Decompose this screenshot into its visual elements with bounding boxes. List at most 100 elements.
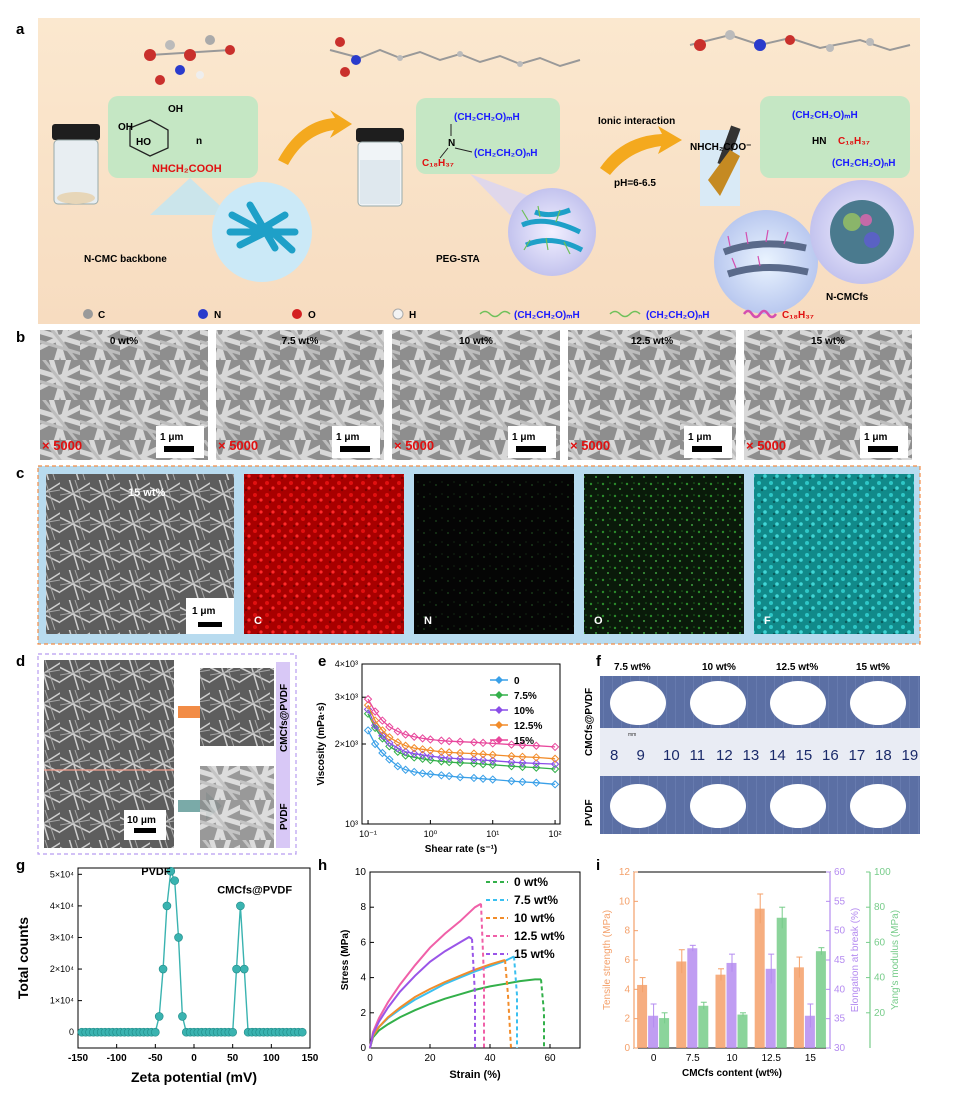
data-point-12.5%: [518, 752, 527, 762]
data-point-12.5%: [385, 733, 394, 742]
data-point-15%: [409, 732, 419, 741]
tick-label-i-2: 60: [874, 937, 886, 948]
data-point-15%: [488, 739, 497, 748]
x-tick-label-e: 10⁰: [424, 829, 438, 839]
data-point-0: [488, 775, 497, 784]
y-tick-label-h: 0: [360, 1043, 366, 1054]
tick-label-i-1: 45: [834, 955, 846, 966]
scatter-point: [158, 964, 168, 974]
cmcfs-layer-image: [200, 668, 274, 746]
scatter-point: [178, 1012, 187, 1021]
sem-scale-label-4: 1 μm: [864, 432, 887, 443]
sem-scale-box-4: [860, 426, 908, 458]
bar-0-7.5: [676, 961, 687, 1048]
cmc-oh-label: OH: [168, 104, 183, 115]
legend-label-h-7.5 wt%: 7.5 wt%: [514, 893, 558, 907]
chart-g-zeta: g -150 -100 -50 0 50 100 150 0 1×10⁴ 2×10⁴ 3×10⁴ 4×1…: [15, 857, 319, 1085]
data-point-12.5%: [444, 748, 454, 757]
curve-fracture-0 wt%: [540, 979, 545, 1048]
scatter-point: [232, 964, 241, 974]
data-point-7.5%: [455, 758, 465, 767]
y-axis-label-h: Stress (MPa): [340, 930, 351, 991]
sem-title-2: 10 wt%: [459, 336, 493, 347]
data-point-7.5%: [437, 757, 446, 766]
sem-title-4: 15 wt%: [811, 336, 845, 347]
x-tick-label-g: -100: [107, 1053, 127, 1064]
data-point-0: [370, 739, 380, 749]
product-top-chain: (CH₂CH₂O)ₘH: [792, 110, 858, 121]
data-point-15%: [385, 722, 394, 732]
data-point-15%: [507, 740, 516, 749]
ruler-strip: [600, 728, 920, 776]
disc-top-15: [850, 681, 906, 725]
data-point-12.5%: [478, 750, 488, 759]
n-cmcfs-label: N-CMCfs: [826, 292, 869, 303]
data-point-10%: [378, 731, 387, 740]
ruler-number-10: 10: [663, 747, 680, 764]
data-point-7.5%: [550, 764, 560, 774]
tick-label-i-2: 80: [874, 902, 886, 913]
scatter-point: [239, 964, 249, 974]
data-point-7.5%: [426, 755, 435, 765]
tick-label-i-1: 60: [834, 867, 846, 878]
annotation-pvdf: PVDF: [141, 866, 171, 878]
x-tick-label-h: 0: [367, 1053, 373, 1064]
row-label-pvdf: PVDF: [584, 799, 595, 826]
data-point-15%: [401, 730, 410, 739]
curve-fracture-12.5 wt%: [480, 903, 485, 1048]
molecule-peg-ball-stick: [329, 37, 581, 77]
chart-h-stress-strain: h 0 20 40 60 0 2 4 6 8 10 Strain (%) Stress (MPa) 0 w…: [318, 857, 581, 1081]
eds-map-fluorine: [754, 474, 914, 634]
ruler-number-8: 8: [610, 747, 618, 764]
series-line-12.5%: [367, 704, 556, 760]
legend-marker-12.5%: [495, 721, 503, 729]
molecule-product-ball-stick: [689, 30, 911, 52]
data-point-15%: [550, 742, 560, 752]
bar-1-10: [726, 962, 737, 1048]
sem-scale-box-1: [332, 426, 380, 458]
panel-letter-e: e: [318, 653, 326, 670]
tick-label-i-2: 100: [874, 867, 891, 878]
sem-scale-label-0: 1 μm: [160, 432, 183, 443]
sem-magnification-0: × 5000: [42, 438, 82, 453]
bar-0-10: [715, 974, 726, 1048]
y-axis-label-e: Viscosity (mPa·s): [316, 702, 327, 785]
bar-2-15: [815, 951, 826, 1048]
panel-a: a OH OH HO: [16, 18, 920, 324]
reaction-arrow-2: [600, 126, 682, 175]
legend-m-chain-icon: [479, 310, 511, 318]
eds-map-nitrogen: [414, 474, 574, 634]
legend-label-10%: 10%: [514, 706, 534, 717]
cross-section-scale-label: 10 μm: [127, 815, 156, 826]
panel-letter-h: h: [318, 857, 327, 874]
data-point-15%: [444, 736, 454, 746]
data-point-15%: [426, 735, 435, 744]
disc-bottom-7-5: [610, 784, 666, 828]
series-line-10%: [367, 709, 556, 765]
peg-bottom-chain: (CH₂CH₂O)ₙH: [474, 148, 537, 159]
ionic-interaction-label: Ionic interaction: [598, 116, 675, 127]
y-tick-label-e: 10³: [345, 819, 358, 829]
ruler-number-15: 15: [796, 747, 813, 764]
y-tick-label-h: 10: [355, 867, 367, 878]
chart-e-viscosity: e 10⁻¹ 10⁰ 10¹ 10² 10³ 2×10³ 3×10³ 4×10³ Shear ra…: [316, 653, 562, 855]
data-point-12.5%: [393, 738, 402, 747]
data-point-7.5%: [409, 753, 419, 762]
data-point-15%: [469, 738, 479, 747]
y-tick-label-g: 1×10⁴: [50, 996, 74, 1006]
data-point-7.5%: [363, 709, 373, 718]
data-point-7.5%: [478, 759, 488, 769]
product-hn-atom: HN: [812, 136, 826, 147]
legend-alkyl-chain-icon: [742, 309, 778, 319]
data-point-10%: [550, 759, 560, 769]
data-point-0: [437, 771, 446, 780]
data-point-12.5%: [378, 726, 387, 735]
product-structure-box: (CH₂CH₂O)ₘH HN C₁₈H₃₇ (CH₂CH₂O)ₙH: [760, 96, 910, 178]
peg-sta-label: PEG-STA: [436, 254, 480, 265]
axis-title-i-1: Elongation at break (%): [850, 908, 861, 1013]
category-label-7.5: 7.5: [686, 1053, 700, 1064]
axis-title-i-2: Yang's modulus (MPa): [890, 910, 901, 1010]
x-tick-label-e: 10²: [549, 829, 562, 839]
sem-scale-label-1: 1 μm: [336, 432, 359, 443]
bar-1-12.5: [765, 968, 776, 1048]
